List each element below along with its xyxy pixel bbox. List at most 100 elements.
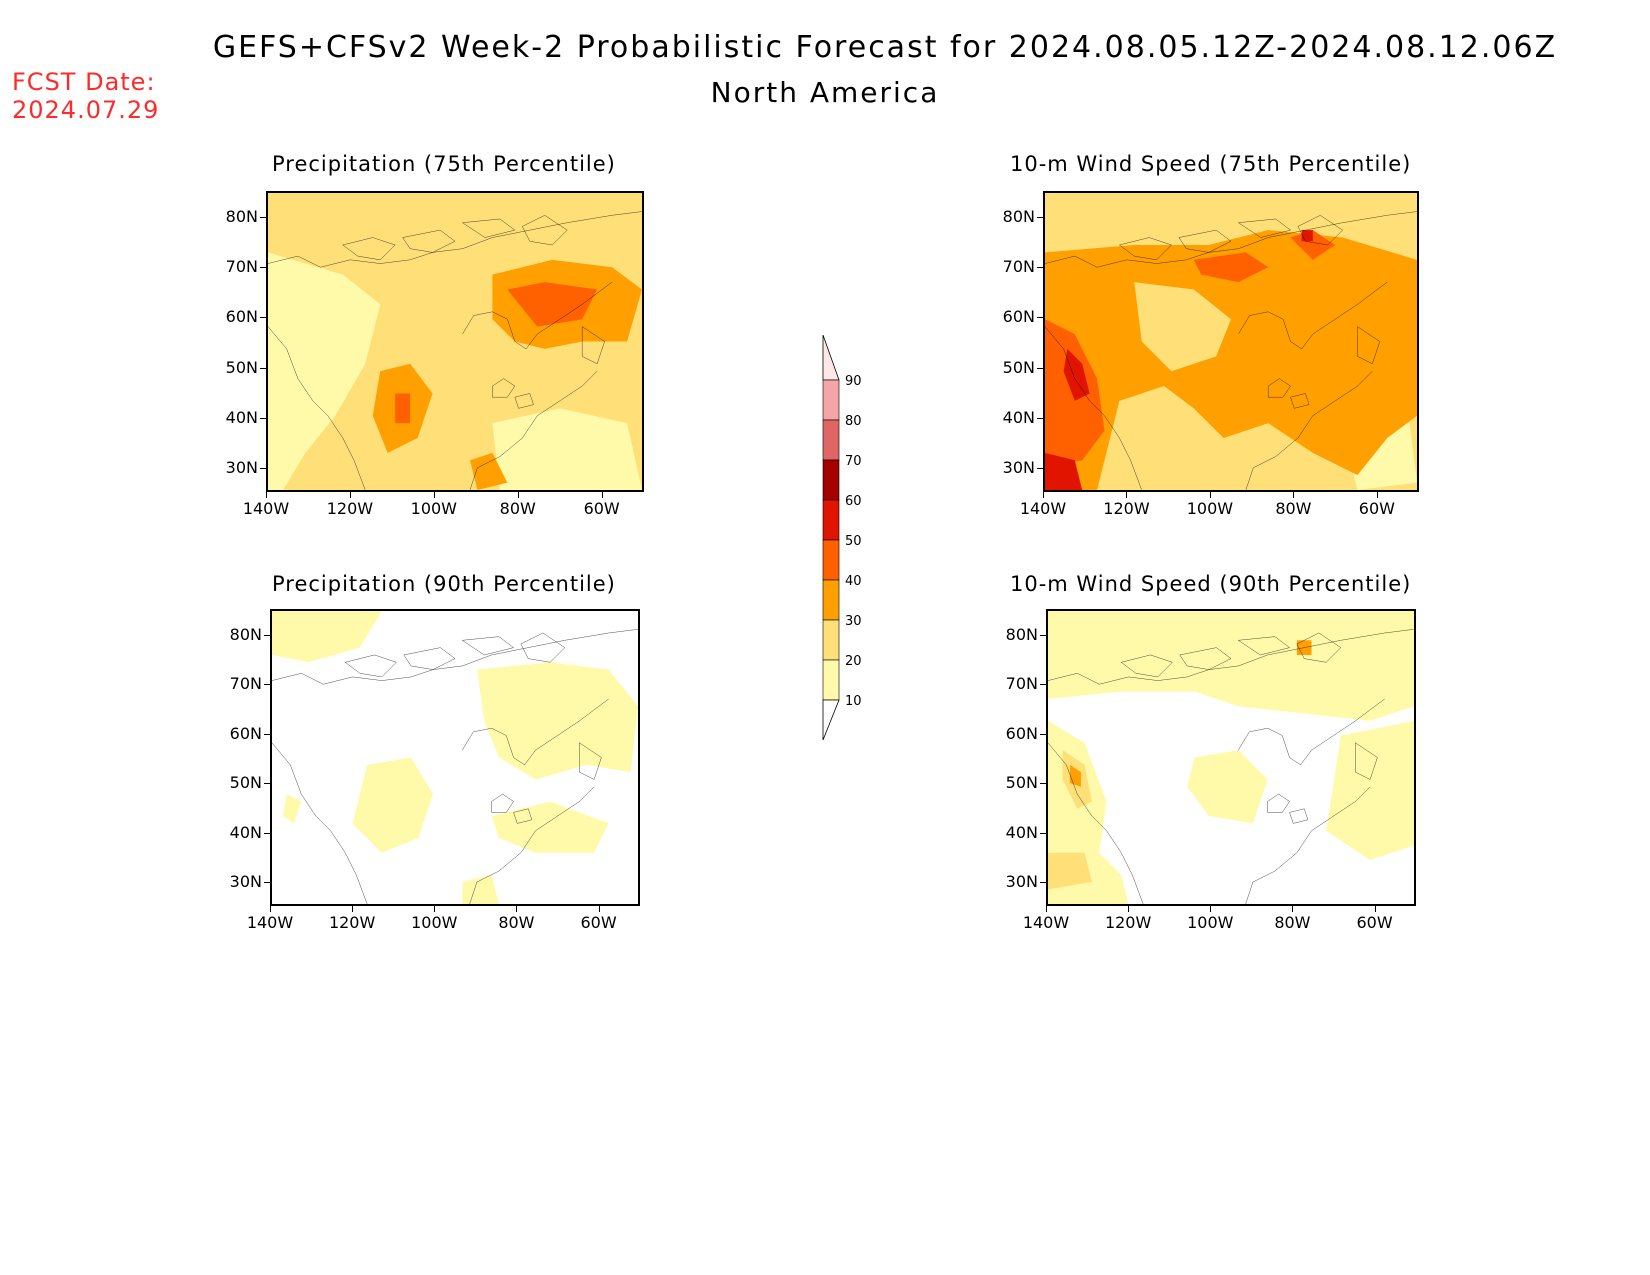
coastline xyxy=(1180,648,1231,670)
lat-tick-label: 40N xyxy=(229,822,262,842)
lon-tick-mark xyxy=(434,906,436,912)
lon-tick-mark xyxy=(1043,492,1044,498)
coastline xyxy=(268,327,365,490)
lat-tick-label: 50N xyxy=(229,773,262,793)
lat-tick-mark xyxy=(260,217,266,219)
lat-tick-mark xyxy=(264,783,270,785)
lat-tick-label: 80N xyxy=(229,624,262,644)
map-graphic xyxy=(272,611,638,904)
lat-tick-mark xyxy=(264,684,270,686)
colorbar-top-triangle xyxy=(822,334,840,381)
lon-tick-mark xyxy=(349,492,351,498)
lat-tick-label: 40N xyxy=(1002,407,1035,427)
lat-tick-mark xyxy=(1037,267,1043,269)
lon-tick-mark xyxy=(1209,492,1211,498)
lat-tick-label: 60N xyxy=(229,723,262,743)
coastline xyxy=(343,238,395,260)
coastline xyxy=(1268,794,1290,812)
lat-tick-label: 80N xyxy=(1002,207,1035,227)
lat-tick-label: 30N xyxy=(1002,457,1035,477)
colorbar-label: 20 xyxy=(845,654,862,669)
lat-tick-mark xyxy=(260,467,266,469)
lat-tick-mark xyxy=(260,417,266,419)
lat-tick-mark xyxy=(1037,317,1043,319)
lat-tick-mark xyxy=(264,733,270,735)
lat-tick-mark xyxy=(1040,783,1046,785)
probability-contour-fill xyxy=(1326,720,1414,861)
probability-contour-fill xyxy=(272,611,382,663)
precip-90-map xyxy=(270,609,640,906)
coastline xyxy=(1179,230,1231,252)
coastline xyxy=(1290,809,1308,824)
coastline xyxy=(1048,743,1143,904)
lon-tick-mark xyxy=(1128,906,1130,912)
coastline xyxy=(462,637,513,655)
probability-contour-fill xyxy=(395,393,411,424)
colorbar-label: 40 xyxy=(845,574,862,589)
lon-tick-mark xyxy=(1376,492,1378,498)
lon-tick-label: 140W xyxy=(1019,499,1067,518)
coastline xyxy=(522,215,567,245)
probability-contour-fill xyxy=(1187,750,1268,824)
lat-tick-mark xyxy=(264,882,270,884)
lon-tick-label: 60W xyxy=(1356,913,1393,932)
lat-tick-label: 50N xyxy=(1005,773,1038,793)
lon-tick-mark xyxy=(1126,492,1128,498)
colorbar-label: 60 xyxy=(845,494,862,509)
colorbar-segment xyxy=(822,619,840,661)
colorbar-label: 80 xyxy=(845,414,862,429)
colorbar-segment xyxy=(822,579,840,621)
lat-tick-label: 70N xyxy=(1005,674,1038,694)
lon-tick-mark xyxy=(1210,906,1212,912)
lat-tick-mark xyxy=(260,317,266,319)
lat-tick-label: 60N xyxy=(1002,307,1035,327)
coastline xyxy=(1238,637,1289,655)
map-graphic xyxy=(268,193,642,490)
colorbar-graphic: 90 80 70 60 50 40 30 20 10 xyxy=(822,334,862,741)
colorbar-label: 50 xyxy=(845,534,862,549)
colorbar: 90 80 70 60 50 40 30 20 10 xyxy=(815,334,875,745)
lat-tick-mark xyxy=(1040,882,1046,884)
lon-tick-label: 100W xyxy=(1187,913,1234,932)
coastline xyxy=(1357,327,1379,364)
lon-tick-label: 60W xyxy=(583,499,620,518)
lat-tick-label: 50N xyxy=(225,357,258,377)
lat-tick-label: 60N xyxy=(225,307,258,327)
coastline xyxy=(1238,219,1290,238)
lat-tick-mark xyxy=(260,267,266,269)
lon-tick-label: 120W xyxy=(326,499,374,518)
probability-contour-fill xyxy=(476,662,638,780)
region-subtitle: North America xyxy=(710,76,940,109)
lat-tick-label: 70N xyxy=(225,257,258,277)
lon-tick-label: 100W xyxy=(410,499,457,518)
probability-contour-fill xyxy=(352,757,434,853)
lon-tick-label: 80W xyxy=(1274,913,1311,932)
probability-contour-fill xyxy=(491,801,609,853)
coastline xyxy=(1291,393,1310,408)
lat-tick-mark xyxy=(1040,684,1046,686)
lon-tick-mark xyxy=(270,906,271,912)
lon-tick-mark xyxy=(1046,906,1047,912)
lat-tick-mark xyxy=(260,367,266,369)
probability-contour-fill xyxy=(282,794,302,824)
coastline xyxy=(579,743,601,780)
panel-title: 10-m Wind Speed (75th Percentile) xyxy=(1010,152,1412,176)
probability-contour-fill xyxy=(1063,348,1090,401)
panel-title: Precipitation (75th Percentile) xyxy=(272,152,616,176)
coastline xyxy=(470,371,597,490)
coastline xyxy=(462,699,608,765)
coastline xyxy=(492,379,514,398)
lon-tick-label: 140W xyxy=(246,913,294,932)
coastline xyxy=(515,393,534,408)
colorbar-segment xyxy=(822,419,840,461)
lon-tick-label: 120W xyxy=(328,913,376,932)
colorbar-label: 90 xyxy=(845,374,862,389)
forecast-date-caption: FCST Date: xyxy=(12,68,156,96)
forecast-date-value: 2024.07.29 xyxy=(12,96,160,124)
panel-title: 10-m Wind Speed (90th Percentile) xyxy=(1010,572,1412,596)
lat-tick-mark xyxy=(1040,832,1046,834)
probability-contour-fill xyxy=(492,408,642,490)
lon-tick-mark xyxy=(352,906,354,912)
probability-contour-fill xyxy=(1048,611,1414,721)
coastline xyxy=(1355,743,1377,780)
